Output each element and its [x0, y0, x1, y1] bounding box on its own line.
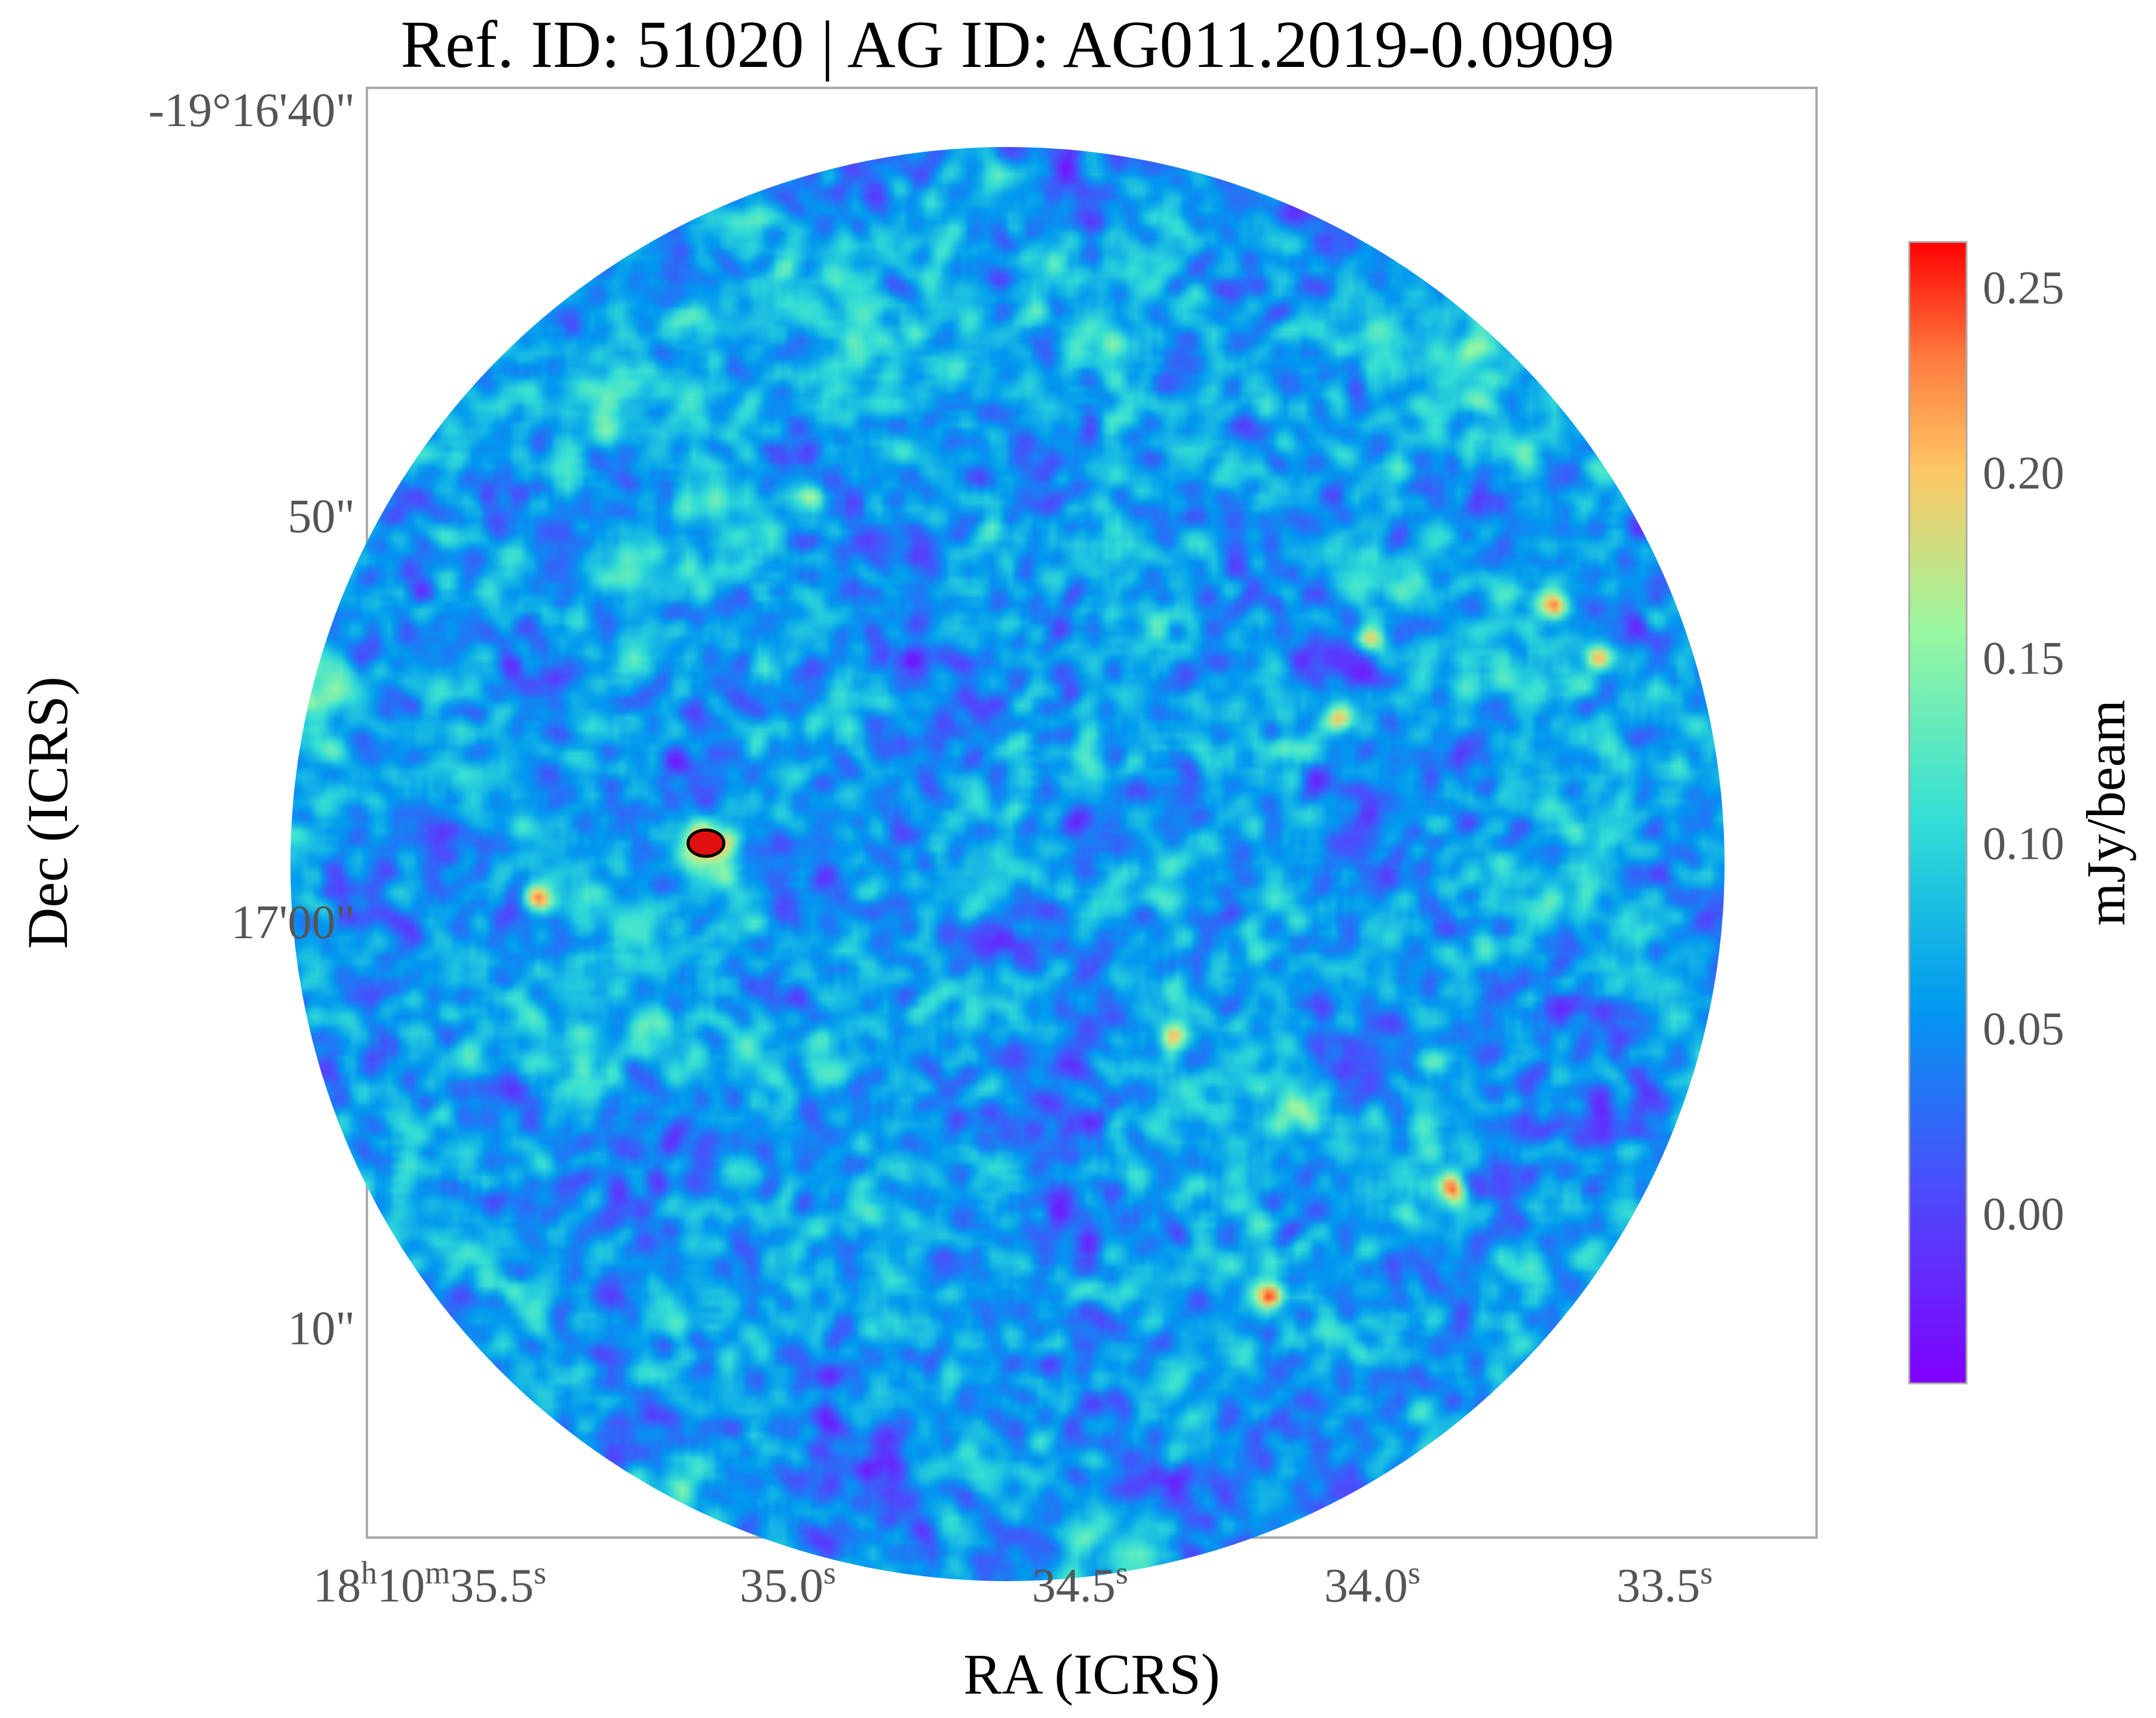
colorbar — [1908, 241, 1968, 1385]
x-tick-labels: 18h10m35.5s 35.0s 34.5s 34.0s 33.5s — [313, 1555, 1713, 1612]
heatmap-image — [290, 147, 1725, 1581]
x-tick-label: 35.0s — [740, 1555, 836, 1612]
x-tick-label: 34.5s — [1032, 1555, 1128, 1612]
colorbar-label: mJy/beam — [2075, 700, 2136, 926]
y-tick-labels: -19°16'40" 50" 17'00" 10" — [148, 84, 355, 1355]
y-tick-label: -19°16'40" — [148, 84, 355, 137]
x-tick-label: 18h10m35.5s — [313, 1555, 546, 1612]
colorbar-tick-label: 0.05 — [1983, 1003, 2065, 1055]
x-tick-label: 34.0s — [1324, 1555, 1420, 1612]
colorbar-tick-label: 0.10 — [1983, 817, 2065, 869]
x-tick-label: 33.5s — [1616, 1555, 1713, 1612]
y-tick-label: 17'00" — [231, 896, 355, 949]
source-contour — [686, 828, 725, 858]
colorbar-tick-label: 0.25 — [1983, 261, 2065, 313]
y-tick-label: 50" — [287, 491, 355, 543]
colorbar-tick-labels: 0.25 0.20 0.15 0.10 0.05 0.00 — [1983, 261, 2065, 1239]
y-axis-label: Dec (ICRS) — [16, 676, 79, 949]
chart-title: Ref. ID: 51020 | AG ID: AG011.2019-0.090… — [400, 8, 1614, 82]
colorbar-tick-label: 0.00 — [1983, 1188, 2065, 1240]
colorbar-tick-label: 0.15 — [1983, 632, 2065, 684]
contour-layer — [686, 828, 725, 858]
y-tick-label: 10" — [287, 1303, 355, 1355]
colorbar-tick-label: 0.20 — [1983, 446, 2065, 498]
x-axis-label: RA (ICRS) — [963, 1642, 1220, 1706]
